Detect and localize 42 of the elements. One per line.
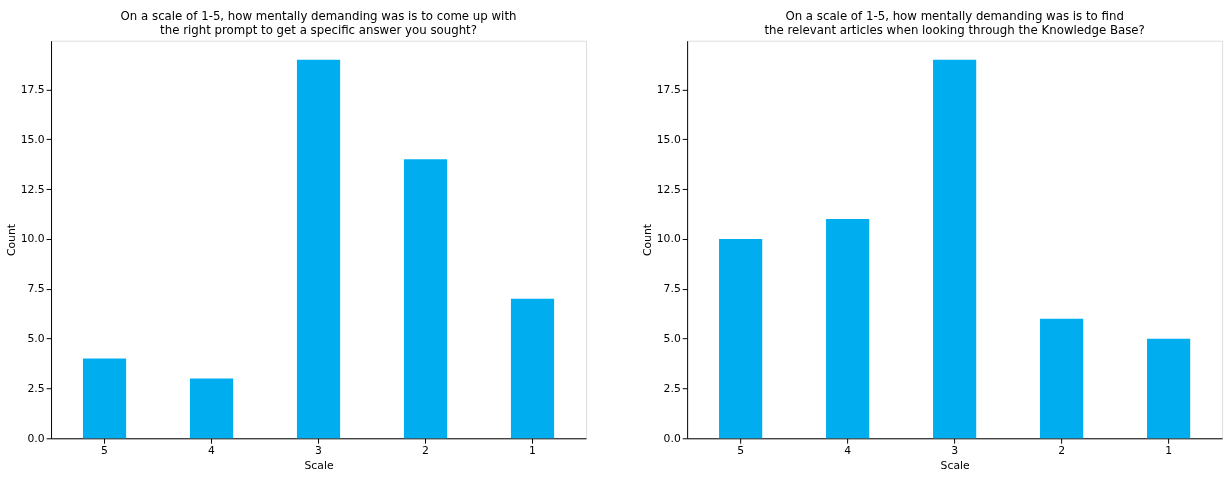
bar (296, 59, 341, 439)
y-tick-label: 17.5 (20, 83, 45, 96)
bar (719, 239, 763, 439)
y-tick-label: 0.0 (27, 431, 45, 445)
x-tick-label: 4 (844, 444, 852, 458)
x-tick-label: 3 (315, 444, 322, 458)
y-tick-label: 2.5 (663, 381, 681, 395)
bar (189, 378, 234, 439)
x-tick-label: 1 (1165, 444, 1173, 458)
bar (510, 298, 555, 439)
y-tick-label: 5.0 (663, 332, 681, 346)
y-axis-title: Count (4, 223, 18, 257)
chart-title: On a scale of 1-5, how mentally demanding was is to find the relevant articles when looking through the Knowledge Base? (764, 9, 1145, 37)
y-tick-label: 10.0 (656, 232, 681, 246)
y-tick-label: 12.5 (656, 182, 681, 196)
y-tick-label: 5.0 (27, 332, 45, 346)
y-tick-label: 17.5 (656, 83, 681, 96)
x-tick-label: 3 (951, 444, 959, 458)
bar (826, 219, 870, 439)
x-tick-label: 5 (737, 444, 745, 458)
y-tick-label: 10.0 (20, 232, 45, 246)
y-tick-label: 15.0 (20, 132, 45, 146)
chart-title: On a scale of 1-5, how mentally demanding was is to come up with the right prompt to get a specific answer you sought? (120, 9, 517, 37)
y-tick-label: 15.0 (656, 132, 681, 146)
y-tick-label: 7.5 (663, 282, 681, 296)
x-tick-label: 2 (422, 444, 429, 458)
y-tick-label: 0.0 (663, 431, 681, 445)
bar (82, 358, 127, 439)
y-tick-label: 7.5 (27, 282, 45, 296)
x-tick-label: 5 (101, 444, 108, 458)
y-tick-label: 12.5 (20, 182, 45, 196)
y-tick-label: 2.5 (27, 381, 45, 395)
bar (1147, 338, 1191, 439)
x-axis-title: Scale (304, 459, 334, 473)
y-axis-title: Count (640, 223, 654, 257)
x-tick-label: 1 (529, 444, 536, 458)
bar (933, 59, 977, 439)
bar (403, 159, 448, 439)
x-tick-label: 4 (208, 444, 216, 458)
bar (1040, 318, 1084, 439)
x-axis-title: Scale (940, 459, 970, 473)
x-tick-label: 2 (1058, 444, 1066, 458)
